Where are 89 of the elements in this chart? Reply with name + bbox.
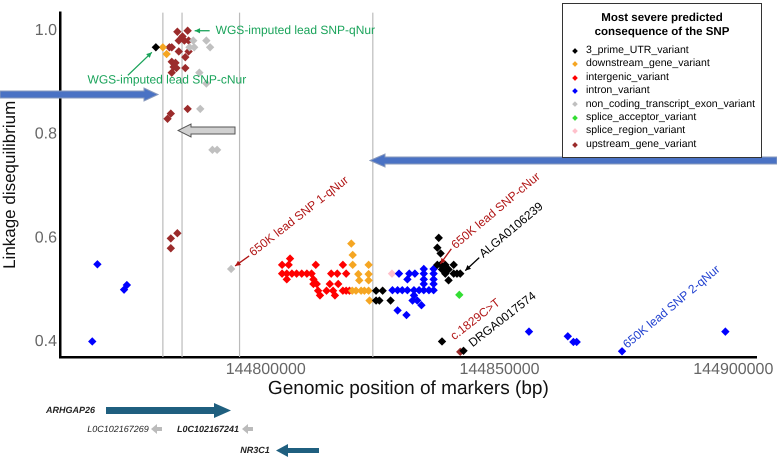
point: [183, 26, 192, 35]
point: [166, 244, 176, 252]
x-tick-label: 144850000: [459, 361, 540, 378]
point: [618, 347, 626, 356]
point: [162, 50, 171, 58]
text: L0C102167241: [176, 424, 240, 434]
point: [441, 269, 450, 278]
point: [166, 234, 176, 243]
point: [278, 260, 286, 270]
point: [330, 291, 340, 300]
point: [450, 260, 458, 270]
point: [402, 310, 411, 320]
point: [312, 260, 320, 270]
point: [394, 269, 404, 278]
y-tick-label: 1.0: [34, 22, 58, 40]
point: [316, 291, 324, 300]
point: [388, 269, 396, 278]
point: [93, 260, 102, 268]
legend-label: upstream_gene_variant: [586, 138, 696, 152]
point: [120, 285, 128, 294]
point: [189, 36, 198, 45]
point: [386, 296, 395, 305]
point: [196, 104, 204, 114]
point: [226, 264, 236, 274]
legend-label: splice_acceptor_variant: [586, 111, 696, 124]
annotation: WGS-imputed lead SNP-qNur: [216, 23, 376, 38]
point: [459, 346, 468, 355]
point: [444, 265, 453, 274]
point: [378, 286, 387, 295]
y-tick-label: 0.6: [34, 229, 58, 246]
point: [564, 332, 572, 340]
point: [322, 286, 331, 295]
point: [202, 36, 211, 45]
point: [364, 276, 373, 285]
text: L0C102167269: [87, 424, 149, 434]
point: [436, 249, 445, 258]
point: [354, 270, 363, 278]
point: [365, 296, 374, 305]
point: [372, 286, 380, 295]
point: [152, 43, 160, 52]
point: [183, 104, 192, 114]
x-tick-label: 144900000: [693, 361, 774, 378]
point: [347, 239, 356, 248]
point: [403, 275, 412, 284]
point: [364, 260, 373, 270]
legend-label: downstream_gene_variant: [586, 57, 710, 71]
point: [327, 269, 336, 278]
point: [444, 276, 453, 285]
legend-label: intron_variant: [586, 84, 650, 98]
point: [434, 234, 443, 242]
point: [438, 337, 446, 346]
point: [166, 109, 176, 118]
y-axis-title: Linkage disequilibrium: [0, 100, 19, 269]
point: [417, 301, 426, 310]
point: [174, 47, 183, 56]
x-tick-label: 144800000: [226, 361, 306, 378]
point: [181, 64, 190, 72]
point: [348, 260, 357, 270]
point: [88, 337, 96, 346]
point: [206, 43, 214, 52]
point: [163, 114, 172, 123]
point: [355, 276, 364, 285]
point: [433, 244, 442, 252]
point: [348, 250, 357, 260]
text: NR3C1: [240, 445, 270, 455]
y-tick-label: 0.4: [34, 332, 58, 350]
point: [721, 327, 730, 336]
legend-label: splice_region_variant: [586, 124, 686, 138]
point: [158, 43, 168, 52]
legend-label: non_coding_transcript_exon_variant: [586, 98, 755, 112]
legend-label: 3_prime_UTR_variant: [586, 44, 689, 58]
legend-title: Most severe predicted consequence of the SNP: [594, 11, 730, 39]
text: ARHGAP26: [46, 405, 95, 415]
point: [173, 28, 182, 36]
point: [334, 280, 342, 288]
point: [284, 260, 293, 270]
annotation: WGS-imputed lead SNP-cNur: [87, 72, 246, 87]
point: [173, 229, 182, 238]
point: [338, 260, 348, 270]
x-axis-title: Genomic position of markers (bp): [268, 378, 549, 399]
y-tick-label: 0.8: [34, 126, 58, 143]
point: [286, 254, 294, 263]
point: [364, 270, 373, 278]
point: [333, 269, 342, 278]
point: [181, 52, 190, 62]
legend-label: intergenic_variant: [586, 70, 669, 84]
point: [326, 280, 334, 288]
point: [393, 306, 402, 315]
point: [342, 269, 350, 278]
